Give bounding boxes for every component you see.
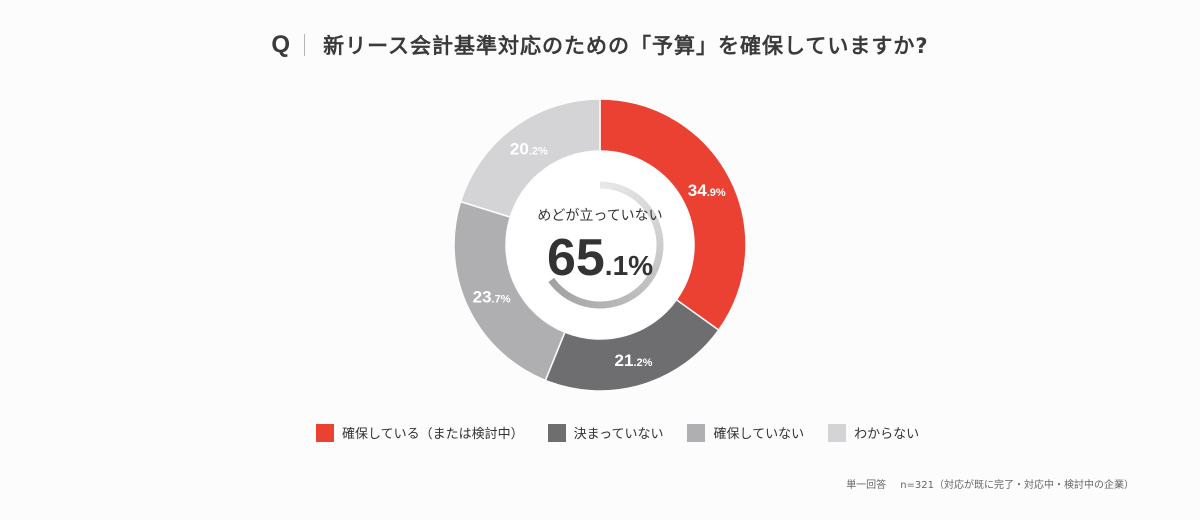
center-arc-segment: [591, 300, 599, 309]
legend-item-unknown: わからない: [828, 423, 919, 442]
center-arc-segment: [655, 236, 664, 244]
center-arc-segment: [603, 300, 612, 309]
center-arc-segment: [561, 289, 572, 300]
center-arc-segment: [654, 254, 663, 263]
center-arc-segment: [649, 265, 660, 275]
value-label-not-secured-integer: 23: [473, 287, 492, 306]
center-value-decimal: .1%: [605, 250, 653, 281]
legend-label-unknown: わからない: [854, 427, 920, 442]
legend-swatch-undecided: [547, 423, 566, 442]
slice-unknown: [459, 98, 601, 219]
center-arc-segment: [617, 184, 626, 194]
center-arc-segment: [578, 298, 587, 307]
question-text: 新リース会計基準対応のための「予算」を確保していますか?: [323, 34, 929, 58]
legend-label-not-secured: 確保していない: [713, 427, 805, 442]
center-arc-segment: [584, 299, 593, 308]
footnote-answer-type: 単一回答: [846, 480, 887, 491]
center-arc-segment: [652, 260, 662, 269]
legend-label-undecided: 決まっていない: [573, 427, 664, 442]
center-arc-segment: [637, 197, 647, 207]
value-label-unknown-decimal: .2%: [529, 145, 548, 157]
value-label-unknown-integer: 20: [510, 139, 529, 158]
header-divider: [304, 34, 306, 56]
value-label-undecided: 21.2%: [615, 351, 653, 370]
center-arc-segment: [566, 293, 577, 303]
legend-item-not-secured: 確保していない: [687, 423, 804, 442]
value-label-unknown: 20.2%: [510, 139, 548, 158]
center-value: 65.1%: [547, 229, 653, 287]
center-label: めどが立っていない: [537, 208, 662, 224]
question-mark: Q: [271, 31, 291, 58]
question-header: Q 新リース会計基準対応のための「予算」を確保していますか?: [0, 30, 1200, 60]
footnote-sample: n=321（対応が既に完了・対応中・検討中の企業）: [900, 480, 1134, 491]
value-label-undecided-decimal: .2%: [633, 357, 652, 369]
footnote: 単一回答 n=321（対応が既に完了・対応中・検討中の企業）: [846, 476, 1134, 491]
legend-item-secured: 確保している（または検討中）: [316, 423, 524, 442]
legend-swatch-secured: [316, 423, 334, 442]
slice-secured: [599, 98, 747, 332]
center-value-integer: 65: [547, 229, 605, 287]
center-arc-segment: [654, 229, 663, 238]
center-arc-segment: [605, 181, 614, 190]
legend-swatch-not-secured: [687, 423, 706, 442]
center-arc-segment: [627, 189, 638, 200]
center-arc-segment: [653, 223, 662, 233]
center-disk: [507, 152, 693, 338]
value-label-secured-integer: 34: [688, 181, 707, 200]
center-arc-segment: [655, 248, 664, 257]
legend-label-secured: 確保している（または検討中）: [342, 427, 524, 442]
center-arc-segment: [632, 193, 643, 203]
center-arc-segment: [639, 280, 650, 291]
value-label-secured: 34.9%: [688, 181, 726, 200]
center-arc-segment: [620, 295, 630, 305]
legend-item-undecided: 決まっていない: [547, 423, 664, 442]
center-arc-segment: [548, 277, 558, 288]
value-label-secured-decimal: .9%: [707, 187, 726, 199]
center-arc-segment: [611, 182, 620, 192]
center-arc-segment: [556, 286, 567, 296]
value-label-not-secured-decimal: .7%: [492, 293, 511, 305]
center-arc-segment: [609, 299, 618, 308]
center-arc-segment: [622, 186, 632, 197]
legend-swatch-unknown: [828, 423, 847, 442]
value-label-undecided-integer: 21: [615, 351, 634, 370]
center-arc-segment: [635, 284, 646, 295]
value-label-not-secured: 23.7%: [473, 287, 511, 306]
center-arc-segment: [614, 297, 624, 307]
center-arc-segment: [630, 288, 641, 299]
legend: 確保している（または検討中） 決まっていない 確保していない わからない: [316, 423, 943, 442]
center-arc-segment: [572, 295, 582, 305]
center-arc-segment: [625, 292, 636, 302]
